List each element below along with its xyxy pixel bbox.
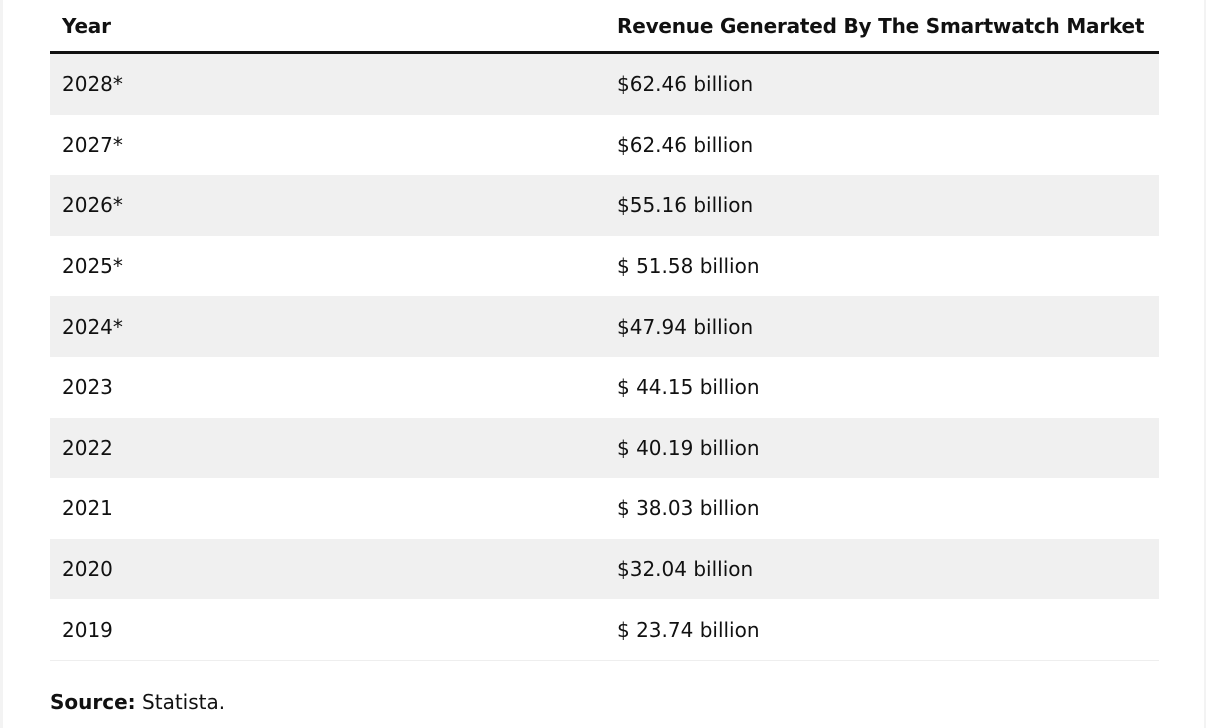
source-text: Statista.	[135, 690, 226, 714]
revenue-cell: $ 51.58 billion	[605, 235, 1159, 297]
year-cell: 2019	[50, 599, 605, 661]
table-row: 2026* $55.16 billion	[50, 175, 1159, 236]
revenue-cell: $ 23.74 billion	[605, 599, 1159, 661]
table-row: 2021 $ 38.03 billion	[50, 478, 1159, 539]
table-row: 2023 $ 44.15 billion	[50, 356, 1159, 418]
revenue-table: Year Revenue Generated By The Smartwatch…	[50, 0, 1159, 661]
table-row: 2024* $47.94 billion	[50, 296, 1159, 357]
left-edge-divider	[0, 0, 3, 728]
year-cell: 2020	[50, 538, 605, 600]
revenue-cell: $62.46 billion	[605, 114, 1159, 176]
table-row: 2020 $32.04 billion	[50, 538, 1159, 600]
year-cell: 2021	[50, 478, 605, 539]
revenue-cell: $32.04 billion	[605, 538, 1159, 600]
source-label: Source:	[50, 690, 136, 714]
year-cell: 2022	[50, 417, 605, 479]
table-row: 2027* $62.46 billion	[50, 114, 1159, 176]
table-row: 2028* $62.46 billion	[50, 52, 1159, 115]
year-cell: 2026*	[50, 175, 605, 236]
source-note: Source: Statista.	[50, 690, 225, 714]
revenue-cell: $62.46 billion	[605, 52, 1159, 115]
revenue-cell: $ 40.19 billion	[605, 417, 1159, 479]
year-cell: 2028*	[50, 52, 605, 115]
revenue-cell: $47.94 billion	[605, 296, 1159, 357]
revenue-cell: $ 44.15 billion	[605, 356, 1159, 418]
right-edge-divider	[1204, 0, 1206, 728]
column-header-year: Year	[50, 0, 605, 54]
year-cell: 2025*	[50, 235, 605, 297]
table-row: 2019 $ 23.74 billion	[50, 599, 1159, 661]
table-row: 2025* $ 51.58 billion	[50, 235, 1159, 297]
year-cell: 2024*	[50, 296, 605, 357]
revenue-cell: $ 38.03 billion	[605, 478, 1159, 539]
year-cell: 2023	[50, 356, 605, 418]
table-header-row: Year Revenue Generated By The Smartwatch…	[50, 0, 1159, 54]
year-cell: 2027*	[50, 114, 605, 176]
revenue-cell: $55.16 billion	[605, 175, 1159, 236]
column-header-revenue: Revenue Generated By The Smartwatch Mark…	[605, 0, 1159, 54]
table-row: 2022 $ 40.19 billion	[50, 417, 1159, 479]
